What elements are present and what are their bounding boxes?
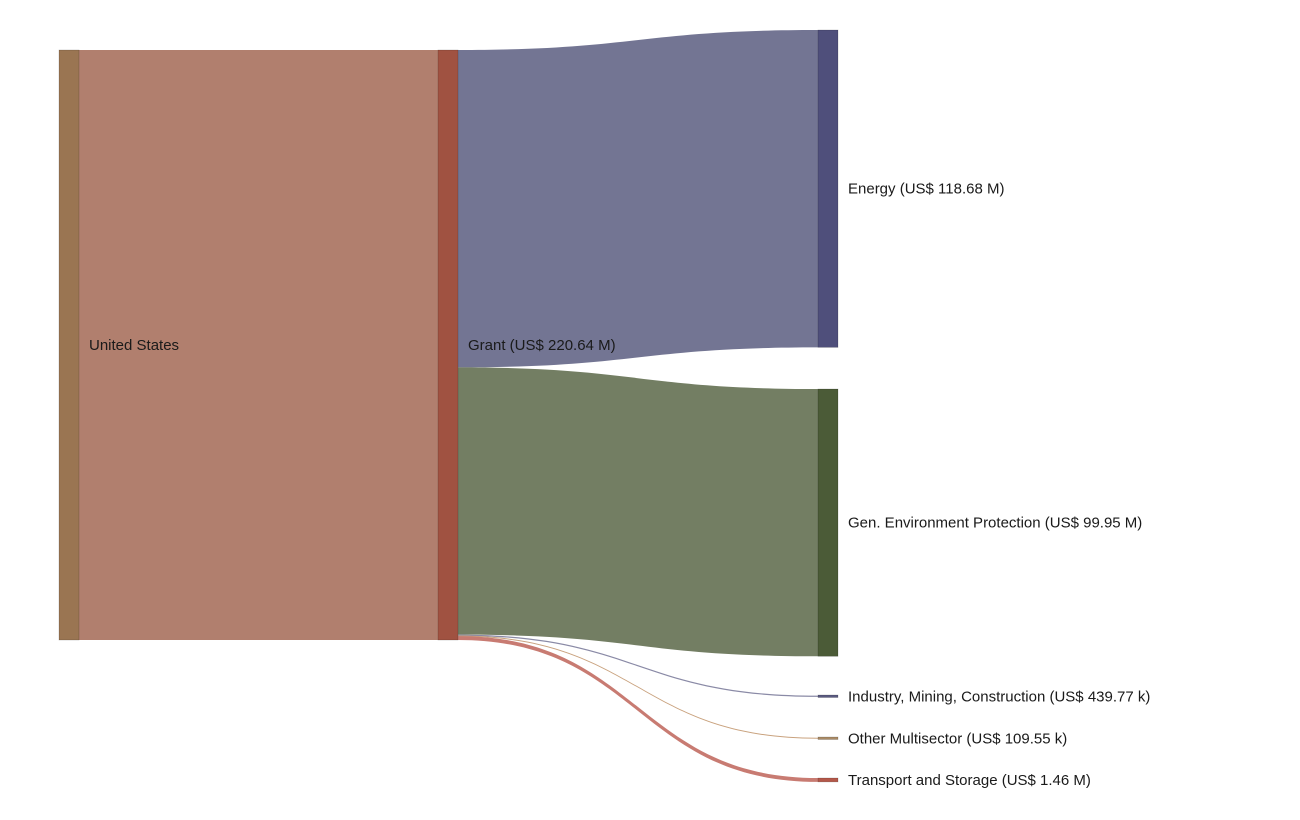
sankey-link-grant-to-industry [458,634,818,697]
sankey-node-other-multi [817,736,839,740]
sankey-labels: United States Grant (US$ 220.64 M) Energy … [89,181,1150,789]
sankey-node-label-united-states: United States [89,337,179,354]
sankey-node-label-other-multi: Other Multisector (US$ 109.55 k) [848,730,1067,747]
sankey-links [79,30,818,782]
sankey-link-grant-to-gen-env [458,367,818,657]
sankey-node-gen-env [817,388,839,657]
sankey-link-grant-to-transport [458,636,818,782]
sankey-link-grant-to-other-multi [458,635,818,739]
sankey-node-energy [817,29,839,348]
sankey-node-industry [817,694,839,698]
sankey-node-label-gen-env: Gen. Environment Protection (US$ 99.95 M… [848,515,1142,532]
sankey-node-label-energy: Energy (US$ 118.68 M) [848,181,1004,198]
sankey-node-label-transport: Transport and Storage (US$ 1.46 M) [848,772,1091,789]
sankey-link-united-states-to-grant [79,50,438,640]
sankey-node-united-states [58,49,80,641]
sankey-node-grant [437,49,459,641]
sankey-node-label-industry: Industry, Mining, Construction (US$ 439.… [848,688,1150,705]
sankey-node-transport [817,777,839,783]
sankey-link-grant-to-energy [458,30,818,368]
sankey-node-label-grant: Grant (US$ 220.64 M) [468,337,616,354]
sankey-nodes [58,29,839,783]
